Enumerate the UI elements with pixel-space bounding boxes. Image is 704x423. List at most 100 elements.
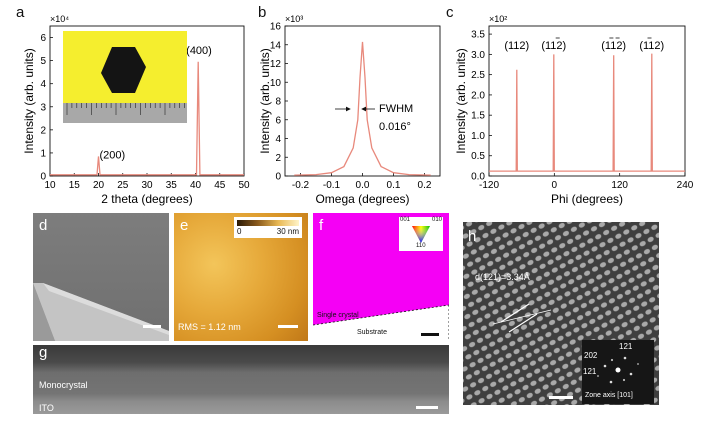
plot-frame-c xyxy=(488,25,686,177)
y-tick-label: 12 xyxy=(270,59,282,70)
series-line-c xyxy=(489,53,685,172)
peak-label-200: (200) xyxy=(100,149,126,161)
y-tick-label: 8 xyxy=(275,97,281,108)
axis-multiplier: ×10² xyxy=(489,14,507,24)
y-tick-label: 16 xyxy=(270,22,282,33)
sample-photo-inset xyxy=(63,31,187,123)
y-tick-label: 4 xyxy=(275,134,281,145)
y-tick-label: 6 xyxy=(275,115,281,126)
x-tick-label: 120 xyxy=(611,180,628,191)
x-tick-label: 0.1 xyxy=(387,180,401,191)
scale-bar-e xyxy=(278,325,298,328)
panel-e-afm: e 0 30 nm RMS = 1.12 nm xyxy=(174,213,308,341)
single-crystal-label: Single crystal xyxy=(317,312,359,319)
y-tick-label: 3.0 xyxy=(471,50,485,61)
fft-label-121-top: 121 xyxy=(619,342,633,351)
peak-label-400: (400) xyxy=(186,45,212,57)
y-tick-label: 0 xyxy=(40,172,46,183)
ito-label: ITO xyxy=(39,403,54,413)
ipf-001: 001 xyxy=(400,217,411,223)
zone-axis-label: Zone axis [101] xyxy=(585,392,633,399)
panel-label-b: b xyxy=(258,4,267,21)
panel-label-f: f xyxy=(319,217,324,234)
crystal-sample xyxy=(101,47,146,93)
fft-inset: 121 202 121 Zone axis [101] xyxy=(582,340,654,404)
scale-bar-g xyxy=(416,406,438,409)
x-tick-label: 0 xyxy=(552,180,558,191)
scale-bar-d xyxy=(143,325,161,328)
x-axis-label: 2 theta (degrees) xyxy=(101,192,192,206)
y-tick-label: 10 xyxy=(270,78,282,89)
y-tick-label: 2.0 xyxy=(471,90,485,101)
peak-label-c: (112) xyxy=(601,40,626,52)
x-tick-label: 240 xyxy=(677,180,694,191)
chart-c: -120 0 120 240 0.0 0.5 1.0 1.5 2.0 2.5 3.0 3.5 Phi (… xyxy=(454,14,694,206)
ruler xyxy=(63,103,187,123)
axis-multiplier: ×10³ xyxy=(285,14,303,24)
panel-label-a: a xyxy=(16,4,25,21)
y-tick-label: 6 xyxy=(40,33,46,44)
afm-colorbar: 0 30 nm xyxy=(234,217,302,238)
fft-label-202: 202 xyxy=(584,351,598,360)
ipf-010: 010 xyxy=(431,217,442,223)
axis-multiplier: ×10⁴ xyxy=(50,14,69,24)
y-tick-label: 2 xyxy=(40,125,46,136)
x-tick-label: -0.2 xyxy=(292,180,310,191)
ipf-color-key: 001 010 110 xyxy=(399,217,443,251)
y-axis-label: Intensity (arb. units) xyxy=(454,48,468,153)
y-tick-label: 1 xyxy=(40,148,46,159)
x-tick-label: 40 xyxy=(190,180,202,191)
panel-label-e: e xyxy=(180,217,189,234)
y-tick-label: 14 xyxy=(270,40,282,51)
fwhm-label: FWHM xyxy=(379,103,413,115)
y-tick-label: 0.0 xyxy=(471,172,485,183)
scale-bar-f xyxy=(421,333,439,336)
y-tick-label: 1.0 xyxy=(471,131,485,142)
x-tick-label: 20 xyxy=(93,180,105,191)
panel-label-h: h xyxy=(468,228,477,245)
y-tick-label: 3 xyxy=(40,102,46,113)
y-tick-label: 0.5 xyxy=(471,151,485,162)
substrate-label: Substrate xyxy=(357,329,387,336)
x-tick-label: 25 xyxy=(117,180,129,191)
d-spacing-label: d(121)=3.34Å xyxy=(475,272,530,282)
y-tick-label: 2.5 xyxy=(471,70,485,81)
y-axis-label: Intensity (arb. units) xyxy=(258,48,272,153)
ipf-110: 110 xyxy=(416,243,426,249)
x-tick-label: 10 xyxy=(44,180,56,191)
x-axis-label: Phi (degrees) xyxy=(551,192,623,206)
peak-label-c: (112) xyxy=(504,40,529,52)
series-line-b xyxy=(294,41,431,176)
chart-b: -0.2 -0.1 0.0 0.1 0.2 0 2 4 6 8 10 12 14 16 Omega (deg… xyxy=(258,14,441,206)
x-axis-label: Omega (degrees) xyxy=(315,192,409,206)
scale-bar-h xyxy=(549,396,573,399)
x-tick-label: 45 xyxy=(214,180,226,191)
y-tick-label: 2 xyxy=(275,153,281,164)
panel-g-sem: g Monocrystal ITO xyxy=(33,345,449,414)
peak-label-c: (112) xyxy=(541,40,566,52)
y-tick-label: 1.5 xyxy=(471,111,485,122)
panel-label-d: d xyxy=(39,217,48,234)
y-axis-label: Intensity (arb. units) xyxy=(22,48,36,153)
rms-label: RMS = 1.12 nm xyxy=(178,322,241,332)
fwhm-value: 0.016° xyxy=(379,121,411,133)
fft-label-121-left: 121 xyxy=(583,367,597,376)
peak-label-c: (112) xyxy=(639,40,664,52)
panel-f-ebsd: f 001 010 110 Single crystal Substrate xyxy=(313,213,449,341)
x-tick-label: 0.2 xyxy=(418,180,432,191)
x-tick-label: 50 xyxy=(238,180,250,191)
y-tick-label: 5 xyxy=(40,56,46,67)
colorbar-max: 30 nm xyxy=(276,227,299,236)
panel-label-g: g xyxy=(39,345,48,361)
fwhm-annotation: FWHM 0.016° xyxy=(335,103,413,133)
x-tick-label: 35 xyxy=(166,180,178,191)
x-tick-label: 0.0 xyxy=(356,180,370,191)
y-tick-label: 0 xyxy=(275,172,281,183)
x-tick-label: 30 xyxy=(141,180,153,191)
x-tick-label: -120 xyxy=(479,180,499,191)
y-tick-label: 4 xyxy=(40,79,46,90)
panel-h-hrtem: h d(121)=3.34Å 121 202 121 Zone axis [10… xyxy=(463,222,659,405)
colorbar-min: 0 xyxy=(237,227,242,236)
series-line-a xyxy=(50,61,244,176)
